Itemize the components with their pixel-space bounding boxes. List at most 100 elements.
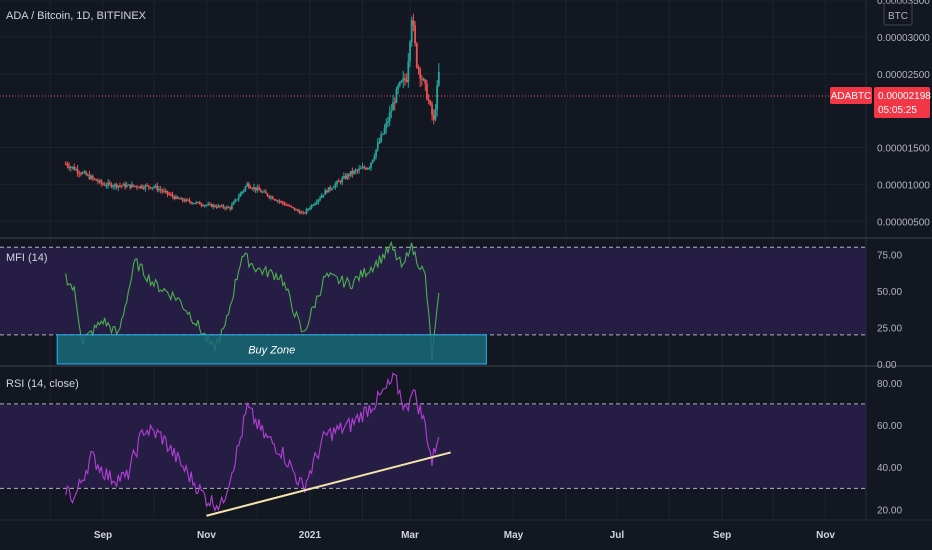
rsi-pane[interactable]: 20.00 40.00 60.00 80.00 — [0, 372, 902, 517]
indicator-band — [0, 247, 866, 335]
candle — [220, 203, 223, 208]
candle — [436, 79, 439, 117]
candle — [417, 64, 420, 75]
candle — [208, 201, 211, 206]
candle-body — [283, 203, 286, 205]
candle — [315, 199, 318, 206]
candle — [385, 118, 388, 135]
candle-body — [341, 178, 344, 183]
candle-body — [359, 168, 362, 170]
candle-body — [202, 205, 204, 207]
candle-body — [163, 190, 165, 192]
candle-body — [176, 196, 179, 199]
candle-body — [246, 183, 249, 187]
candle-body — [154, 185, 157, 187]
candle — [310, 204, 313, 210]
candle-body — [156, 185, 159, 190]
candle — [236, 199, 238, 201]
indicator-axis-tick: 40.00 — [877, 463, 902, 474]
candle-body — [404, 78, 406, 80]
candle-body — [363, 167, 366, 169]
candle — [69, 165, 72, 172]
candle-body — [305, 209, 308, 213]
candle-body — [181, 198, 184, 201]
candle — [400, 79, 403, 84]
candle-body — [85, 171, 87, 175]
candle — [420, 74, 423, 86]
price-tag-countdown: 05:05:25 — [878, 105, 917, 116]
candle — [91, 174, 94, 182]
candle — [117, 185, 120, 191]
candle-body — [309, 208, 311, 210]
candle — [197, 201, 199, 204]
candle-body — [436, 85, 439, 110]
time-axis[interactable]: Sep Nov 2021 Mar May Jul Sep Nov — [94, 530, 836, 541]
candle — [124, 181, 126, 190]
indicator-axis-tick: 75.00 — [877, 251, 902, 262]
candle-body — [431, 104, 433, 115]
candle-body — [407, 60, 410, 82]
candle — [398, 81, 401, 88]
candle — [437, 63, 440, 87]
candle-body — [324, 190, 327, 195]
candle-body — [68, 166, 70, 168]
candle — [120, 185, 123, 189]
candle-body — [256, 187, 259, 191]
candle-body — [320, 195, 323, 198]
buy-zone-label: Buy Zone — [248, 344, 295, 356]
candle-body — [351, 171, 354, 174]
candle — [259, 188, 262, 193]
rsi-trend-line — [206, 451, 451, 517]
price-axis-tick: 0.00002500 — [877, 70, 930, 81]
candle-body — [224, 207, 227, 209]
candle — [134, 185, 137, 188]
candle-body — [400, 80, 403, 82]
candle — [319, 195, 322, 202]
candle-body — [388, 112, 391, 122]
candle-body — [66, 163, 69, 167]
candle — [232, 200, 235, 206]
candle-body — [415, 43, 418, 68]
candle — [261, 190, 264, 194]
candle — [78, 170, 81, 178]
candle — [183, 198, 186, 203]
mfi-pane[interactable]: 0.00 25.00 50.00 75.00 Buy Zone — [0, 240, 902, 372]
candle — [90, 174, 93, 180]
chart-title: ADA / Bitcoin, 1D, BITFINEX — [6, 10, 147, 22]
price-pane[interactable] — [0, 13, 866, 215]
candle-body — [286, 204, 289, 206]
candle-body — [232, 202, 235, 205]
candle-body — [115, 184, 118, 188]
candle — [325, 189, 328, 194]
currency-unit-box[interactable] — [883, 2, 913, 26]
symbol-tag-bg — [830, 87, 872, 104]
candle — [407, 52, 410, 88]
candle-body — [90, 176, 93, 180]
candle-body — [424, 79, 427, 84]
candle-body — [419, 69, 422, 79]
candle — [368, 166, 371, 171]
candle-body — [208, 204, 211, 206]
candle — [414, 21, 416, 47]
candle — [337, 178, 340, 183]
candle-body — [281, 201, 284, 204]
candle-body — [414, 25, 416, 44]
candle-body — [365, 168, 367, 170]
candle — [295, 208, 298, 211]
price-axis-tick: 0.00000500 — [877, 217, 930, 228]
candle-body — [264, 191, 267, 194]
candle — [119, 182, 121, 188]
candle-body — [383, 128, 386, 134]
candle — [346, 172, 349, 181]
candle-body — [164, 190, 167, 192]
candle — [405, 73, 408, 84]
candle-body — [346, 174, 349, 179]
price-axis-tick: 0.00001500 — [877, 144, 930, 155]
candle-body — [210, 204, 213, 207]
candle — [122, 182, 125, 186]
candle-body — [110, 183, 113, 187]
candle — [251, 187, 254, 191]
candle-body — [368, 167, 371, 169]
candle — [113, 183, 116, 190]
